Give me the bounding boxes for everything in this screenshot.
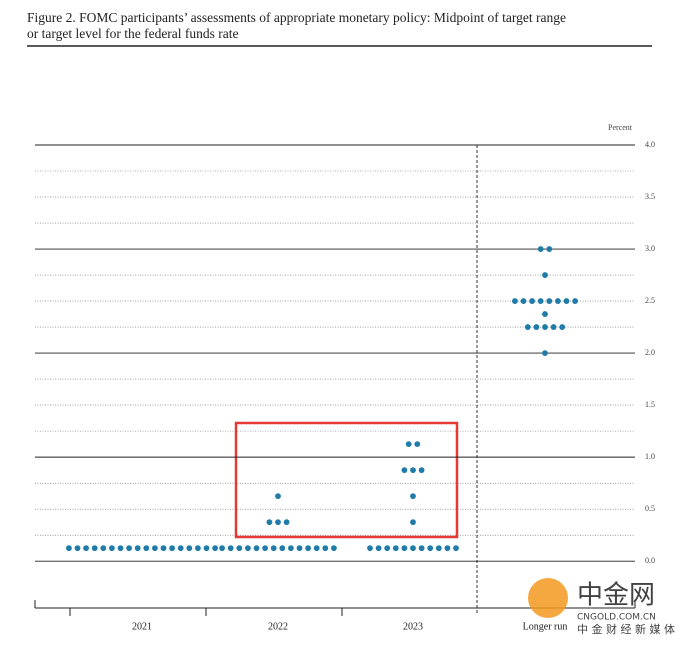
dot bbox=[186, 545, 193, 552]
dot bbox=[384, 545, 391, 552]
y-tick-label: 0.5 bbox=[645, 504, 655, 513]
dot bbox=[375, 545, 382, 552]
dot bbox=[169, 545, 176, 552]
dot bbox=[143, 545, 150, 552]
dot bbox=[410, 545, 416, 552]
chart-title: or target level for the federal funds ra… bbox=[27, 26, 239, 41]
dot bbox=[177, 545, 184, 552]
dot bbox=[435, 545, 442, 552]
dot bbox=[279, 545, 286, 552]
dot bbox=[270, 545, 277, 552]
dot bbox=[160, 545, 167, 552]
dot bbox=[227, 545, 234, 552]
dot bbox=[410, 467, 416, 474]
dot bbox=[414, 441, 421, 448]
dot bbox=[529, 298, 535, 304]
dot bbox=[134, 545, 141, 552]
y-tick-label: 2.0 bbox=[645, 348, 655, 357]
y-tick-label: 2.5 bbox=[645, 296, 655, 305]
dot bbox=[550, 324, 557, 330]
dot bbox=[410, 519, 416, 526]
dot bbox=[559, 324, 566, 330]
x-tick-label: Longer run bbox=[523, 621, 568, 632]
dot bbox=[542, 324, 548, 330]
dot bbox=[262, 545, 268, 552]
dot bbox=[219, 545, 226, 552]
watermark: 中金网 CNGOLD.COM.CN 中 金 财 经 新 媒 体 bbox=[528, 578, 675, 636]
y-tick-label: 3.0 bbox=[645, 244, 655, 253]
y-tick-label: 1.5 bbox=[645, 400, 655, 409]
dot bbox=[126, 545, 132, 552]
dot bbox=[253, 545, 260, 552]
dot bbox=[313, 545, 320, 552]
x-tick-label: 2022 bbox=[268, 621, 288, 632]
dot bbox=[410, 493, 416, 500]
dot bbox=[418, 467, 425, 474]
y-tick-label: 0.0 bbox=[645, 556, 655, 565]
dot bbox=[392, 545, 399, 552]
dot bbox=[266, 519, 273, 526]
dot bbox=[109, 545, 115, 552]
dot bbox=[401, 467, 408, 474]
dot bbox=[512, 298, 518, 304]
dot bbox=[322, 545, 329, 552]
dot bbox=[83, 545, 89, 552]
watermark-text: 中金网 bbox=[577, 581, 655, 611]
dot bbox=[555, 298, 561, 304]
dot bbox=[66, 545, 72, 552]
y-tick-label: 4.0 bbox=[645, 140, 655, 149]
dot bbox=[331, 545, 337, 552]
dot bbox=[245, 545, 251, 552]
dot bbox=[305, 545, 311, 552]
y-unit: Percent bbox=[608, 123, 633, 132]
y-tick-label: 1.0 bbox=[645, 452, 655, 461]
dot bbox=[427, 545, 434, 552]
dot bbox=[418, 545, 425, 552]
dot bbox=[296, 545, 303, 552]
dot bbox=[212, 545, 219, 552]
x-tick-label: 2023 bbox=[403, 621, 423, 632]
y-tick-label: 3.5 bbox=[645, 192, 655, 201]
dot bbox=[524, 324, 531, 330]
dot bbox=[537, 298, 544, 304]
dot bbox=[275, 493, 281, 500]
dot bbox=[542, 272, 548, 278]
dot bbox=[405, 441, 412, 448]
dot bbox=[572, 298, 578, 304]
dot bbox=[236, 545, 243, 552]
dot bbox=[563, 298, 570, 304]
dot bbox=[444, 545, 451, 552]
watermark-logo bbox=[528, 578, 568, 618]
highlight-box bbox=[234, 421, 459, 539]
dot bbox=[401, 545, 408, 552]
dot bbox=[91, 545, 98, 552]
dot bbox=[537, 246, 544, 252]
chart-title: Figure 2. FOMC participants’ assessments… bbox=[27, 10, 566, 25]
dot bbox=[520, 298, 527, 304]
dot bbox=[367, 545, 373, 552]
dot bbox=[288, 545, 294, 552]
dot bbox=[74, 545, 81, 552]
watermark-text: CNGOLD.COM.CN bbox=[577, 613, 656, 623]
dot bbox=[453, 545, 459, 552]
dot bbox=[546, 246, 553, 252]
watermark-text: 中 金 财 经 新 媒 体 bbox=[577, 622, 675, 636]
dot bbox=[100, 545, 107, 552]
dot bbox=[546, 298, 553, 304]
dot bbox=[283, 519, 290, 526]
dot bbox=[533, 324, 540, 330]
dot bbox=[275, 519, 281, 526]
dot bbox=[195, 545, 201, 552]
dot bbox=[117, 545, 124, 552]
dot bbox=[542, 350, 548, 356]
dot bbox=[542, 311, 548, 317]
dot bbox=[203, 545, 210, 552]
dot bbox=[152, 545, 158, 552]
x-tick-label: 2021 bbox=[132, 621, 152, 632]
